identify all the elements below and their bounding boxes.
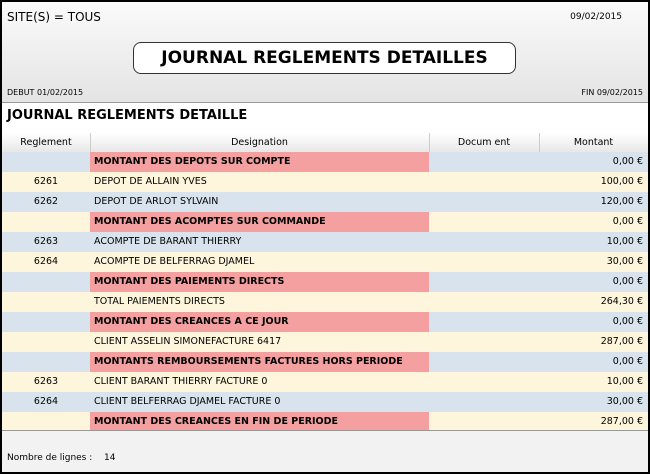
amount: 0,00 € — [612, 356, 643, 367]
amount: 0,00 € — [612, 316, 643, 327]
designation: CLIENT BARANT THIERRY FACTURE 0 — [94, 376, 268, 387]
designation: MONTANT DES ACOMPTES SUR COMMANDE — [90, 212, 429, 232]
designation: CLIENT ASSELIN SIMONEFACTURE 6417 — [94, 336, 282, 347]
amount: 0,00 € — [612, 156, 643, 167]
designation: MONTANT DES PAIEMENTS DIRECTS — [90, 272, 429, 292]
table-row: MONTANT DES CREANCES EN FIN DE PERIODE 28… — [2, 412, 648, 432]
designation: DEPOT DE ALLAIN YVES — [94, 176, 207, 187]
table-row: 6263 CLIENT BARANT THIERRY FACTURE 0 10,00… — [2, 372, 648, 392]
amount: 287,00 € — [600, 416, 643, 427]
count: 14 — [104, 453, 116, 463]
amount: 10,00 € — [606, 376, 643, 387]
report-title: JOURNAL REGLEMENTS DETAILLE — [7, 108, 248, 123]
start-date: DEBUT 01/02/2015 — [7, 88, 84, 97]
reglement: 6262 — [33, 196, 59, 207]
table-row: CLIENT ASSELIN SIMONEFACTURE 6417 287,00 … — [2, 332, 648, 352]
table-row: MONTANT DES ACOMPTES SUR COMMANDE 0,00 € — [2, 212, 648, 232]
amount: 287,00 € — [600, 336, 643, 347]
designation: MONTANT DES DEPOTS SUR COMPTE — [90, 152, 429, 172]
date: 09/02/2015 — [570, 12, 622, 22]
end-date: FIN 09/02/2015 — [581, 88, 643, 97]
reglement: 6261 — [33, 176, 59, 187]
table-row: 6264 CLIENT BELFERRAG DJAMEL FACTURE 0 30,… — [2, 392, 648, 412]
column-header: Montant — [539, 133, 648, 153]
title: JOURNAL REGLEMENTS DETAILLES — [133, 42, 516, 74]
amount: 0,00 € — [612, 276, 643, 287]
column-header: Designation — [90, 133, 430, 153]
amount: 264,30 € — [600, 296, 643, 307]
designation: MONTANT DES CREANCES A CE JOUR — [90, 312, 429, 332]
amount: 30,00 € — [606, 396, 643, 407]
header-row: Reglement Designation Docum ent Montant — [2, 133, 648, 153]
amount: 10,00 € — [606, 236, 643, 247]
designation: DEPOT DE ARLOT SYLVAIN — [94, 196, 219, 207]
table-row: MONTANT DES PAIEMENTS DIRECTS 0,00 € — [2, 272, 648, 292]
table-row: MONTANT DES CREANCES A CE JOUR 0,00 € — [2, 312, 648, 332]
column-header: Docum ent — [429, 133, 540, 153]
reglement: 6264 — [33, 256, 59, 267]
amount: 100,00 € — [600, 176, 643, 187]
column-header: Reglement — [2, 133, 91, 153]
footer: Nombre de lignes : 14 — [2, 430, 648, 472]
report-header: SITE(S) = TOUS 09/02/2015 JOURNAL REGLEM… — [2, 2, 648, 103]
table-row: TOTAL PAIEMENTS DIRECTS 264,30 € — [2, 292, 648, 312]
site: SITE(S) = TOUS — [7, 10, 101, 24]
designation: ACOMPTE DE BELFERRAG DJAMEL — [94, 256, 255, 267]
designation: TOTAL PAIEMENTS DIRECTS — [94, 296, 225, 307]
table-row: 6262 DEPOT DE ARLOT SYLVAIN 120,00 € — [2, 192, 648, 212]
amount: 0,00 € — [612, 216, 643, 227]
reglement: 6263 — [33, 376, 59, 387]
count-label: Nombre de lignes : — [7, 453, 93, 463]
table-row: 6261 DEPOT DE ALLAIN YVES 100,00 € — [2, 172, 648, 192]
table-row: MONTANTS REMBOURSEMENTS FACTURES HORS PE… — [2, 352, 648, 372]
designation: ACOMPTE DE BARANT THIERRY — [94, 236, 242, 247]
reglement: 6263 — [33, 236, 59, 247]
amount: 120,00 € — [600, 196, 643, 207]
designation: CLIENT BELFERRAG DJAMEL FACTURE 0 — [94, 396, 281, 407]
table-row: 6264 ACOMPTE DE BELFERRAG DJAMEL 30,00 € — [2, 252, 648, 272]
table-row: MONTANT DES DEPOTS SUR COMPTE 0,00 € — [2, 152, 648, 172]
amount: 30,00 € — [606, 256, 643, 267]
designation: MONTANT DES CREANCES EN FIN DE PERIODE — [90, 412, 429, 432]
table-row: 6263 ACOMPTE DE BARANT THIERRY 10,00 € — [2, 232, 648, 252]
reglement: 6264 — [33, 396, 59, 407]
designation: MONTANTS REMBOURSEMENTS FACTURES HORS PE… — [90, 352, 429, 372]
